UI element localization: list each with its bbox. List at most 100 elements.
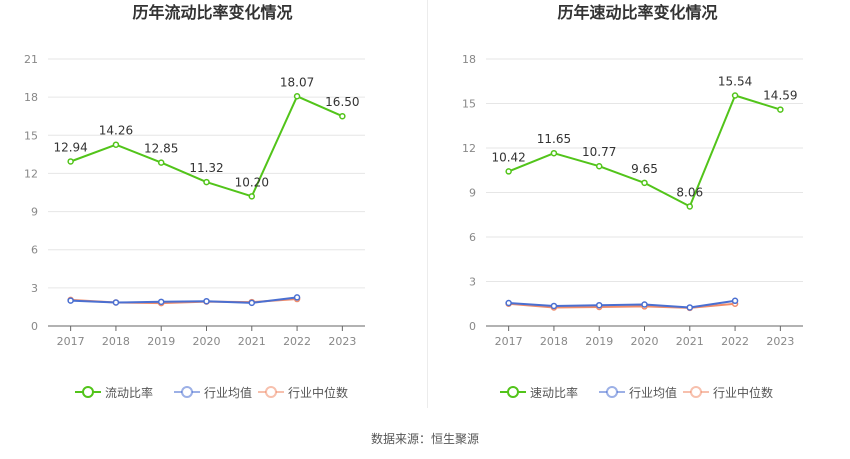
x-tick-label: 2020 xyxy=(631,335,659,348)
y-tick-label: 0 xyxy=(31,320,38,333)
quick-ratio-plot: 0 3 6 9 12 15 18 2017 2018 2019 2020 2021 2022 2023 10… xyxy=(462,53,803,348)
current-ratio-plot: 0 3 6 9 12 15 18 21 2017 2018 2019 2020 2021 2022 2023… xyxy=(24,53,365,348)
x-tick-label: 2021 xyxy=(238,335,266,348)
y-tick-label: 6 xyxy=(469,231,476,244)
y-tick-label: 21 xyxy=(24,53,38,66)
data-label: 11.65 xyxy=(537,132,571,146)
x-tick-label: 2017 xyxy=(495,335,523,348)
x-tick-label: 2018 xyxy=(540,335,568,348)
data-point[interactable] xyxy=(157,298,165,306)
x-tick-label: 2019 xyxy=(585,335,613,348)
data-label: 10.77 xyxy=(582,145,616,159)
data-point[interactable] xyxy=(550,302,558,310)
y-tick-label: 12 xyxy=(24,167,38,180)
series-line xyxy=(508,299,736,309)
y-tick-label: 15 xyxy=(24,129,38,142)
data-point[interactable] xyxy=(686,203,694,210)
data-point[interactable] xyxy=(595,162,603,170)
data-point[interactable] xyxy=(112,299,120,306)
series-line xyxy=(70,296,298,304)
data-label: 10.42 xyxy=(491,150,525,164)
legend-item[interactable]: 行业均值 xyxy=(599,382,677,402)
x-tick-label: 2019 xyxy=(147,335,175,348)
y-tick-label: 6 xyxy=(31,244,38,257)
data-point[interactable] xyxy=(293,294,301,301)
data-label: 14.59 xyxy=(763,89,797,103)
legend-label: 速动比率 xyxy=(530,385,579,400)
data-label: 18.07 xyxy=(280,75,314,89)
y-tick-label: 3 xyxy=(469,276,476,289)
data-label: 8.06 xyxy=(676,185,703,199)
data-point[interactable] xyxy=(157,159,165,166)
legend-item[interactable]: 行业中位数 xyxy=(258,382,348,402)
y-tick-label: 12 xyxy=(462,142,476,155)
legend-marker-icon xyxy=(683,386,709,398)
current-ratio-chart: 历年流动比率变化情况 0 3 6 9 12 15 18 21 2017 2018 2019 2020 2… xyxy=(0,0,425,420)
x-tick-label: 2017 xyxy=(57,335,85,348)
data-point[interactable] xyxy=(248,193,256,200)
data-point[interactable] xyxy=(505,168,512,175)
data-point[interactable] xyxy=(641,179,648,187)
x-tick-label: 2023 xyxy=(328,335,356,348)
data-point[interactable] xyxy=(641,301,648,308)
data-label: 16.50 xyxy=(325,95,359,109)
legend-marker-icon xyxy=(174,386,200,398)
x-tick-label: 2022 xyxy=(721,335,749,348)
data-point[interactable] xyxy=(595,301,603,309)
data-point[interactable] xyxy=(203,178,210,186)
data-point[interactable] xyxy=(67,158,74,165)
data-source-note: 数据来源：恒生聚源 xyxy=(370,432,479,446)
data-point[interactable] xyxy=(248,299,256,307)
legend-item[interactable]: 行业中位数 xyxy=(683,382,773,402)
data-point[interactable] xyxy=(112,141,120,148)
legend-label: 流动比率 xyxy=(105,385,154,400)
legend-marker-icon xyxy=(599,386,625,398)
chart-title: 历年速动比率变化情况 xyxy=(557,3,718,22)
data-point[interactable] xyxy=(731,92,739,99)
data-label: 14.26 xyxy=(99,124,133,138)
data-point[interactable] xyxy=(550,149,558,157)
legend-item[interactable]: 流动比率 xyxy=(75,382,153,402)
legend-label: 行业中位数 xyxy=(713,385,774,400)
y-tick-label: 0 xyxy=(469,320,476,333)
x-tick-label: 2021 xyxy=(676,335,704,348)
data-point[interactable] xyxy=(339,112,346,120)
y-tick-label: 15 xyxy=(462,98,476,111)
data-label: 12.94 xyxy=(53,140,87,154)
y-tick-label: 9 xyxy=(31,206,38,219)
data-point[interactable] xyxy=(686,304,694,311)
data-point[interactable] xyxy=(731,297,739,305)
legend-label: 行业中位数 xyxy=(288,385,349,400)
y-tick-label: 18 xyxy=(24,91,38,104)
chart-legend: 流动比率 行业均值 行业中位数 xyxy=(0,382,425,402)
legend-marker-icon xyxy=(75,386,101,398)
data-point[interactable] xyxy=(777,106,784,113)
x-tick-label: 2023 xyxy=(766,335,794,348)
data-point[interactable] xyxy=(67,297,74,304)
y-tick-label: 9 xyxy=(469,187,476,200)
panel-divider xyxy=(427,0,428,408)
data-label: 10.20 xyxy=(235,175,269,189)
chart-legend: 速动比率 行业均值 行业中位数 xyxy=(425,382,850,402)
quick-ratio-chart: 历年速动比率变化情况 0 3 6 9 12 15 18 2017 2018 2019 2020 202… xyxy=(425,0,850,420)
legend-item[interactable]: 速动比率 xyxy=(500,382,578,402)
legend-label: 行业均值 xyxy=(629,385,678,400)
chart-title: 历年流动比率变化情况 xyxy=(132,3,293,22)
data-point[interactable] xyxy=(505,299,512,307)
x-tick-label: 2018 xyxy=(102,335,130,348)
legend-marker-icon xyxy=(258,386,284,398)
data-label: 15.54 xyxy=(718,74,752,88)
y-tick-label: 3 xyxy=(31,282,38,295)
data-point[interactable] xyxy=(293,93,301,100)
y-tick-label: 18 xyxy=(462,53,476,66)
data-label: 11.32 xyxy=(189,161,223,175)
series-line xyxy=(508,94,781,208)
data-label: 12.85 xyxy=(144,142,178,156)
legend-item[interactable]: 行业均值 xyxy=(174,382,252,402)
data-point[interactable] xyxy=(203,297,210,305)
legend-label: 行业均值 xyxy=(204,385,253,400)
x-tick-label: 2022 xyxy=(283,335,311,348)
x-tick-label: 2020 xyxy=(193,335,221,348)
data-label: 9.65 xyxy=(631,162,658,176)
legend-marker-icon xyxy=(500,386,526,398)
